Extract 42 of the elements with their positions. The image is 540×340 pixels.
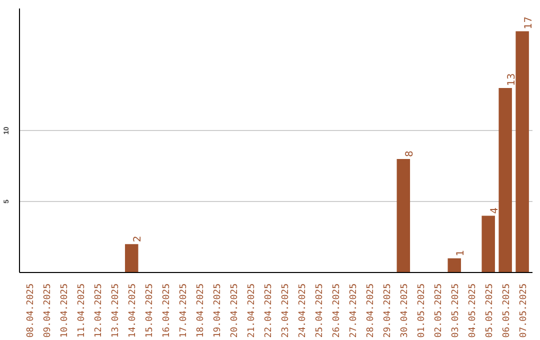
x-tick-label: 16.04.2025 (162, 283, 172, 338)
bar (396, 158, 410, 272)
bar (516, 31, 529, 272)
bar (498, 88, 512, 272)
data-label: 1 (455, 250, 466, 256)
x-tick-label: 03.05.2025 (450, 283, 461, 338)
x-tick-label: 14.04.2025 (128, 283, 138, 338)
x-tick-label: 25.04.2025 (314, 283, 325, 338)
x-tick-label: 20.04.2025 (230, 283, 240, 338)
x-tick-label: 12.04.2025 (94, 283, 104, 338)
x-tick-label: 01.05.2025 (416, 283, 427, 338)
x-tick-label: 23.04.2025 (280, 283, 291, 338)
x-tick-label: 24.04.2025 (298, 283, 308, 338)
x-tick-label: 07.05.2025 (518, 283, 529, 338)
x-tick-label: 13.04.2025 (111, 283, 122, 338)
x-tick-label: 04.05.2025 (468, 283, 478, 338)
data-label: 17 (523, 16, 534, 30)
x-tick-label: 08.04.2025 (26, 283, 36, 338)
x-tick-label: 15.04.2025 (145, 283, 156, 338)
bar (482, 216, 495, 272)
x-tick-label: 06.05.2025 (502, 283, 512, 338)
x-tick-label: 28.04.2025 (366, 283, 376, 338)
data-label: 13 (506, 73, 518, 86)
x-tick-label: 29.04.2025 (382, 283, 393, 338)
x-tick-label: 21.04.2025 (247, 283, 258, 338)
x-tick-label: 17.04.2025 (179, 283, 190, 338)
x-tick-label: 10.04.2025 (60, 283, 70, 338)
x-tick-label: 30.04.2025 (400, 283, 410, 338)
x-tick-label: 22.04.2025 (264, 283, 274, 338)
bar (448, 258, 461, 272)
data-label: 4 (489, 207, 500, 214)
x-tick-label: 19.04.2025 (213, 283, 224, 338)
x-tick-label: 09.04.2025 (43, 283, 54, 338)
x-tick-label: 18.04.2025 (196, 283, 206, 338)
x-tick-label: 02.05.2025 (434, 283, 444, 338)
bar (124, 244, 138, 272)
data-label: 8 (404, 150, 416, 157)
data-label: 2 (132, 236, 144, 242)
x-tick-label: 11.04.2025 (77, 283, 88, 338)
x-tick-label: 05.05.2025 (484, 283, 495, 338)
x-tick-label: 26.04.2025 (332, 283, 342, 338)
x-tick-label: 27.04.2025 (348, 283, 359, 338)
